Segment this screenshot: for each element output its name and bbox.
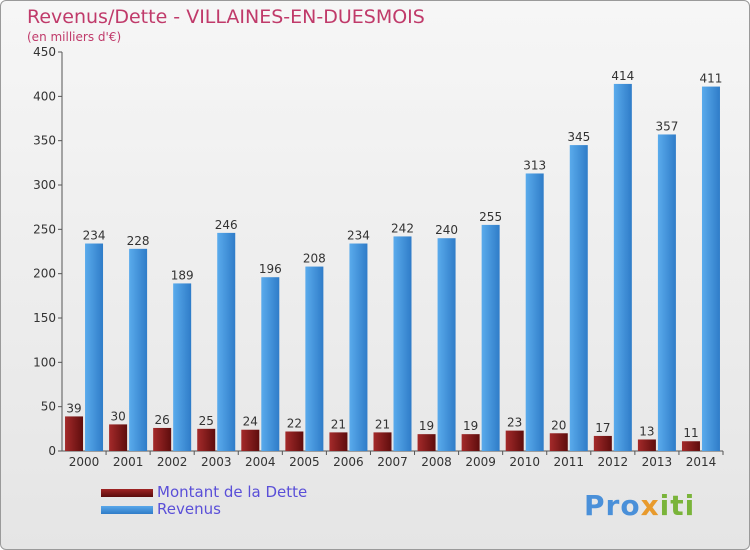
bar-revenus xyxy=(481,224,500,451)
bar-dette xyxy=(549,433,568,451)
bar-revenus xyxy=(613,83,632,452)
data-label-revenus: 411 xyxy=(700,72,723,86)
data-label-dette: 11 xyxy=(683,426,698,440)
y-tick-label: 50 xyxy=(41,400,56,414)
data-label-dette: 21 xyxy=(375,417,390,431)
data-label-dette: 19 xyxy=(419,419,434,433)
bar-dette xyxy=(417,434,436,451)
x-tick-label: 2008 xyxy=(421,455,452,469)
y-tick-label: 0 xyxy=(48,444,56,458)
data-label-dette: 13 xyxy=(639,424,654,438)
data-label-revenus: 345 xyxy=(567,130,590,144)
bar-dette xyxy=(285,431,304,451)
bar-dette xyxy=(329,432,348,451)
x-tick-label: 2001 xyxy=(113,455,144,469)
bar-dette xyxy=(637,439,656,451)
bar-revenus xyxy=(393,236,412,451)
data-label-revenus: 189 xyxy=(171,268,194,282)
y-tick-label: 400 xyxy=(33,89,56,103)
data-label-revenus: 246 xyxy=(215,218,238,232)
chart-title: Revenus/Dette - VILLAINES-EN-DUESMOIS xyxy=(27,6,425,28)
data-label-dette: 39 xyxy=(66,401,81,415)
y-tick-label: 450 xyxy=(33,45,56,59)
bar-dette xyxy=(109,424,128,451)
legend-swatch-revenus xyxy=(101,506,153,514)
bar-dette xyxy=(65,416,84,451)
bar-revenus xyxy=(437,238,456,451)
data-label-revenus: 242 xyxy=(391,221,414,235)
x-tick-label: 2003 xyxy=(201,455,232,469)
data-label-dette: 23 xyxy=(507,416,522,430)
x-tick-label: 2012 xyxy=(598,455,629,469)
x-tick-label: 2006 xyxy=(333,455,364,469)
bar-dette xyxy=(197,428,216,451)
y-tick-label: 250 xyxy=(33,222,56,236)
legend-label-dette: Montant de la Dette xyxy=(157,483,308,501)
data-label-revenus: 240 xyxy=(435,223,458,237)
bar-dette xyxy=(241,429,260,451)
data-label-dette: 30 xyxy=(110,409,125,423)
legend-swatch-dette xyxy=(101,489,153,497)
x-tick-label: 2009 xyxy=(465,455,496,469)
x-tick-label: 2000 xyxy=(69,455,100,469)
bar-dette xyxy=(153,427,172,451)
bar-revenus xyxy=(305,266,324,451)
data-label-revenus: 228 xyxy=(127,234,150,248)
bar-revenus xyxy=(525,173,544,451)
bar-revenus xyxy=(657,134,676,451)
data-label-dette: 24 xyxy=(243,415,258,429)
bar-dette xyxy=(593,435,612,451)
data-label-revenus: 196 xyxy=(259,262,282,276)
bar-revenus xyxy=(129,248,148,451)
data-label-revenus: 357 xyxy=(655,119,678,133)
x-tick-label: 2013 xyxy=(642,455,673,469)
x-tick-label: 2011 xyxy=(553,455,584,469)
bar-revenus xyxy=(349,243,368,451)
y-tick-label: 350 xyxy=(33,134,56,148)
data-label-revenus: 414 xyxy=(611,69,634,83)
data-label-dette: 21 xyxy=(331,417,346,431)
bar-revenus xyxy=(173,283,192,451)
legend-label-revenus: Revenus xyxy=(157,500,221,518)
x-tick-label: 2014 xyxy=(686,455,717,469)
y-tick-label: 200 xyxy=(33,267,56,281)
proxiti-logo: Proxiti xyxy=(584,489,696,522)
bar-dette xyxy=(681,441,700,451)
bar-revenus xyxy=(261,277,280,451)
data-label-revenus: 255 xyxy=(479,210,502,224)
y-tick-label: 150 xyxy=(33,311,56,325)
data-label-revenus: 234 xyxy=(83,229,106,243)
data-label-revenus: 234 xyxy=(347,229,370,243)
data-label-dette: 26 xyxy=(155,413,170,427)
bar-dette xyxy=(373,432,392,451)
bar-revenus xyxy=(569,145,588,451)
x-tick-label: 2005 xyxy=(289,455,320,469)
data-label-dette: 25 xyxy=(199,414,214,428)
bar-dette xyxy=(461,434,480,451)
data-label-revenus: 208 xyxy=(303,252,326,266)
bar-revenus xyxy=(85,243,104,451)
chart-subtitle: (en milliers d'€) xyxy=(27,30,122,44)
data-label-dette: 19 xyxy=(463,419,478,433)
y-tick-label: 300 xyxy=(33,178,56,192)
bar-dette xyxy=(505,430,524,451)
y-tick-label: 100 xyxy=(33,355,56,369)
data-label-revenus: 313 xyxy=(523,158,546,172)
x-tick-label: 2007 xyxy=(377,455,408,469)
x-tick-label: 2010 xyxy=(509,455,540,469)
bar-revenus xyxy=(701,86,720,451)
data-label-dette: 20 xyxy=(551,418,566,432)
x-tick-label: 2004 xyxy=(245,455,276,469)
data-label-dette: 22 xyxy=(287,416,302,430)
x-tick-label: 2002 xyxy=(157,455,188,469)
bar-revenus xyxy=(217,232,236,451)
data-label-dette: 17 xyxy=(595,421,610,435)
